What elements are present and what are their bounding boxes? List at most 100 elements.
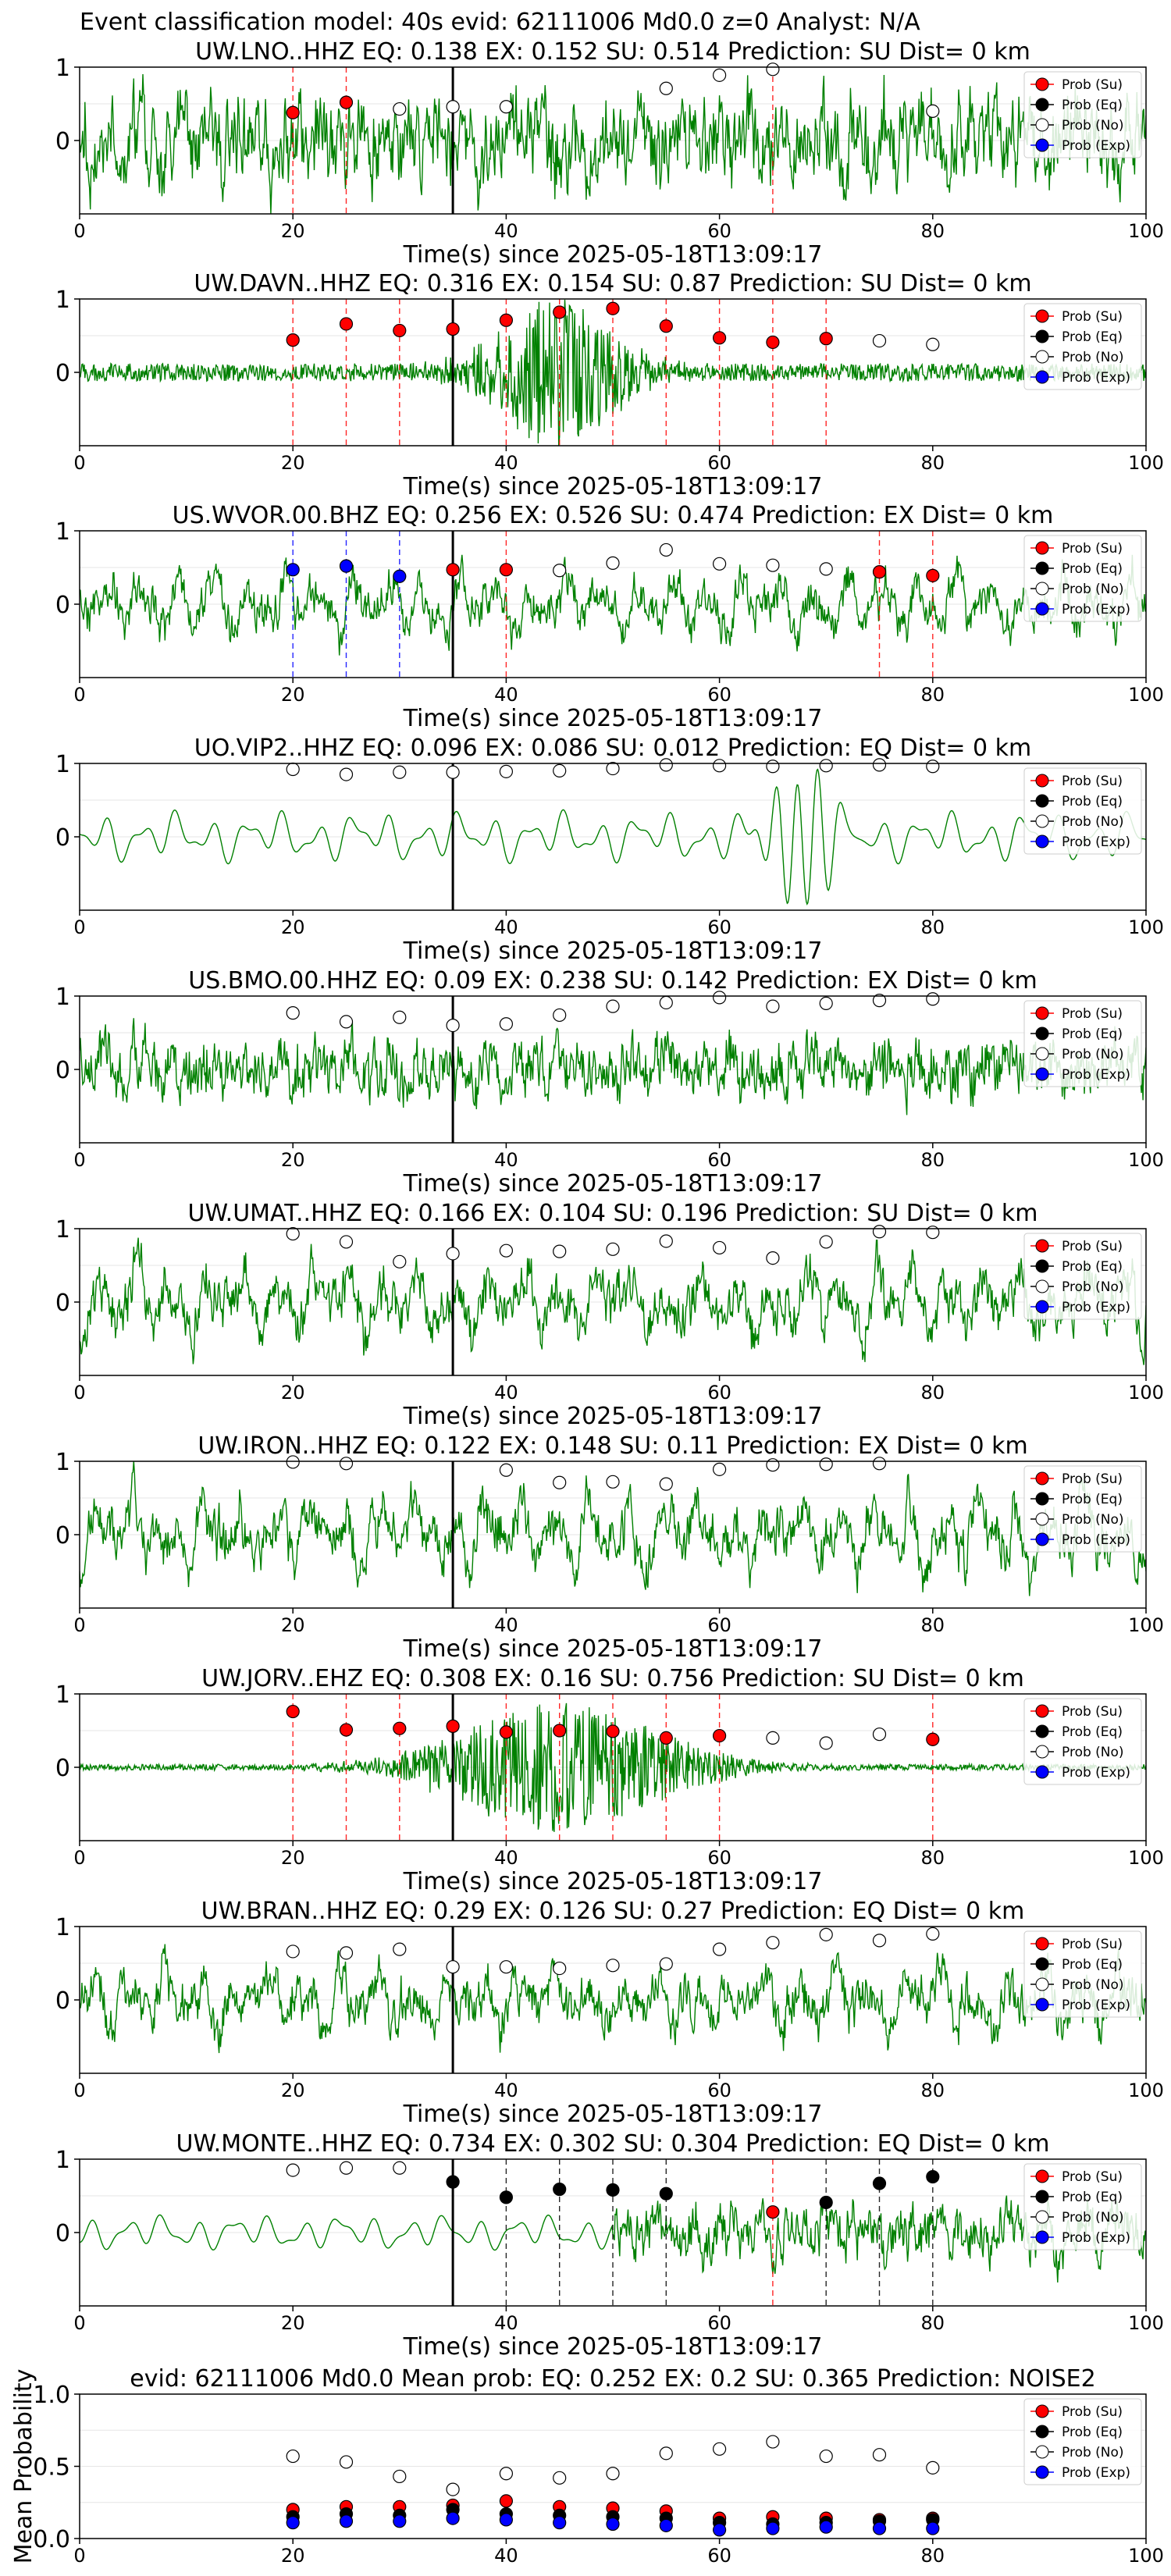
legend-marker-exp [1035,602,1049,616]
legend-marker-su [1035,1704,1049,1718]
prob-point-no [446,765,460,779]
mean-point-no [553,2471,567,2485]
panel-5-title: US.BMO.00.HHZ EQ: 0.09 EX: 0.238 SU: 0.1… [188,967,1037,994]
plot-area [80,1927,1146,2073]
waveform-trace [80,768,1146,906]
prob-point-no [499,100,514,114]
x-tick-label: 0 [73,1149,85,1171]
mean-point-exp [553,2516,567,2530]
summary-ylabel: Mean Probability [10,2369,37,2564]
prob-point-no [286,1944,300,1959]
legend-label-eq: Prob (Eq) [1062,2425,1123,2440]
x-tick-label: 80 [921,1614,945,1636]
prob-point-no [926,337,940,351]
panel-summary-title: evid: 62111006 Md0.0 Mean prob: EQ: 0.25… [130,2365,1095,2393]
legend-marker-su [1035,1006,1049,1020]
legend-marker-eq [1035,2425,1049,2439]
y-tick-label: 1 [55,751,70,778]
mean-point-exp [606,2517,620,2532]
x-tick-label: 60 [707,2312,731,2334]
legend-marker-no [1035,1512,1049,1526]
legend-marker-no [1035,1047,1049,1061]
y-tick-label: 0.5 [33,2454,70,2482]
legend-label-eq: Prob (Eq) [1062,1957,1123,1973]
x-tick-label: 0 [73,2312,85,2334]
y-tick-label: 1 [55,518,70,546]
panel-3-xlabel: Time(s) since 2025-05-18T13:09:17 [403,705,823,732]
prob-point-no [872,1727,887,1742]
waveform-trace [80,2195,1146,2283]
x-tick-label: 0 [73,1382,85,1404]
panel-4: UO.VIP2..HHZ EQ: 0.096 EX: 0.086 SU: 0.0… [55,735,1164,965]
mean-point-su [499,2494,514,2508]
mean-point-no [712,2442,727,2456]
prob-point-eq [499,2190,514,2204]
legend-frame [1023,1930,1142,2018]
x-tick-label: 80 [921,2080,945,2101]
mean-point-exp [286,2516,300,2530]
prob-point-no [393,1254,407,1268]
y-tick-label: 0 [55,824,70,852]
prob-point-su [659,1731,673,1745]
y-tick-label: 1 [55,55,70,82]
prob-point-no [499,1244,514,1258]
legend-label-eq: Prob (Eq) [1062,2190,1123,2205]
prob-point-no [499,764,514,778]
panel-5-xlabel: Time(s) since 2025-05-18T13:09:17 [403,1170,823,1197]
legend-frame [1023,1233,1142,1320]
prob-point-eq [606,2183,620,2197]
legend-label-eq: Prob (Eq) [1062,1259,1123,1275]
legend-marker-eq [1035,1026,1049,1041]
prob-point-no [553,1961,567,1976]
legend-marker-eq [1035,98,1049,112]
legend-label-exp: Prob (Exp) [1062,1067,1130,1083]
legend-label-su: Prob (Su) [1062,1006,1123,1022]
prob-point-no [339,1235,354,1249]
legend-marker-exp [1035,834,1049,849]
x-tick-label: 80 [921,2312,945,2334]
x-tick-label: 100 [1128,2080,1164,2101]
prob-point-no [446,1018,460,1033]
mean-point-exp [499,2513,514,2527]
prob-point-no [712,1942,727,1956]
prob-point-no [819,759,833,773]
prob-point-su [286,105,300,119]
prob-point-no [872,1934,887,1948]
y-tick-label: 0 [55,360,70,387]
prob-point-no [712,68,727,82]
panel-4-xlabel: Time(s) since 2025-05-18T13:09:17 [403,938,823,965]
legend-label-su: Prob (Su) [1062,1937,1123,1952]
prob-point-no [286,762,300,777]
legend-marker-eq [1035,561,1049,575]
legend-marker-su [1035,309,1049,323]
prob-point-no [393,1010,407,1024]
plot-area [80,1694,1146,1841]
prob-point-no [712,1240,727,1255]
prob-point-no [766,62,780,76]
prob-point-su [446,563,460,577]
y-tick-label: 0 [55,1987,70,2015]
axes-frame [79,530,1147,678]
prob-point-no [286,1455,300,1469]
x-tick-label: 100 [1128,1614,1164,1636]
prob-point-su [339,95,354,109]
panel-1-title: UW.LNO..HHZ EQ: 0.138 EX: 0.152 SU: 0.51… [195,38,1030,66]
prob-point-su [339,1723,354,1737]
y-tick-label: 1 [55,1681,70,1709]
legend-label-no: Prob (No) [1062,1512,1124,1528]
panel-4-title: UO.VIP2..HHZ EQ: 0.096 EX: 0.086 SU: 0.0… [194,735,1032,762]
prob-point-no [819,1235,833,1249]
legend-label-no: Prob (No) [1062,814,1124,830]
x-tick-label: 20 [281,1847,305,1869]
waveform-trace [80,1944,1146,2054]
y-tick-label: 0 [55,1057,70,1084]
y-tick-label: 1 [55,1914,70,1941]
x-tick-label: 60 [707,2545,731,2567]
x-tick-label: 0 [73,1847,85,1869]
prob-point-su [499,563,514,577]
legend-label-su: Prob (Su) [1062,1471,1123,1487]
panel-2: UW.DAVN..HHZ EQ: 0.316 EX: 0.154 SU: 0.8… [55,270,1164,500]
legend-label-eq: Prob (Eq) [1062,1492,1123,1507]
prob-point-no [712,1462,727,1476]
x-tick-label: 0 [73,684,85,706]
